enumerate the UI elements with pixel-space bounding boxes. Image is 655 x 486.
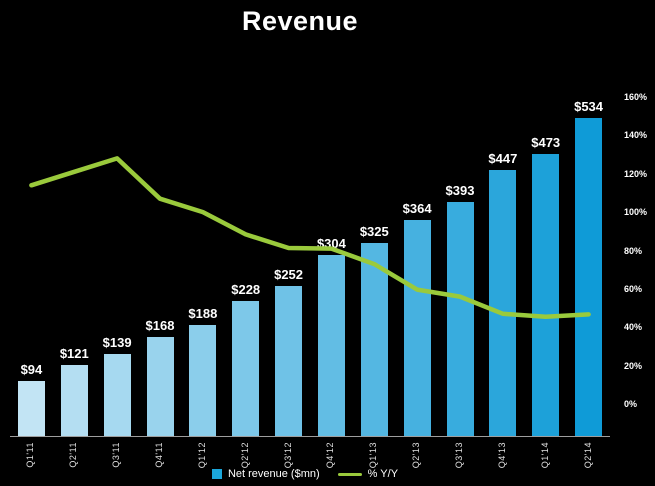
x-axis-label: Q1'11 bbox=[25, 442, 36, 468]
bar bbox=[403, 220, 431, 437]
bar bbox=[103, 354, 131, 437]
bar-value-label: $252 bbox=[274, 267, 304, 282]
page-title: Revenue bbox=[241, 6, 359, 36]
bar-value-label: $188 bbox=[188, 306, 218, 321]
bar bbox=[360, 243, 388, 437]
legend-item-net-revenue: Net revenue ($mn) bbox=[211, 468, 320, 480]
bar-value-label: $304 bbox=[316, 236, 346, 251]
bar bbox=[232, 301, 260, 437]
right-axis-tick-label: 60% bbox=[624, 283, 643, 294]
bar-value-label: $228 bbox=[231, 282, 261, 297]
bar bbox=[532, 154, 560, 437]
plot-area: $94 $121 $139 $168 $188 $228 $252 $304 $325 $364 $… bbox=[10, 62, 610, 437]
x-axis-label: Q2'13 bbox=[411, 442, 422, 469]
x-axis-label: Q4'11 bbox=[154, 442, 164, 468]
x-axis-label: Q3'12 bbox=[282, 442, 293, 469]
legend: Net revenue ($mn) % Y/Y bbox=[0, 468, 610, 480]
bar-value-label: $168 bbox=[145, 318, 175, 333]
right-axis-tick-label: 20% bbox=[624, 360, 643, 371]
x-axis-label: Q4'12 bbox=[325, 442, 336, 469]
right-axis-tick-label: 120% bbox=[624, 168, 648, 179]
x-axis-label: Q2'14 bbox=[582, 442, 593, 469]
x-axis-label: Q3'13 bbox=[454, 442, 464, 469]
right-axis-tick-label: 140% bbox=[624, 130, 648, 141]
bar bbox=[446, 202, 474, 437]
bar bbox=[575, 118, 603, 437]
x-axis-label: Q2'11 bbox=[68, 442, 79, 468]
bar-value-label: $121 bbox=[59, 346, 89, 361]
legend-line-swatch bbox=[337, 472, 362, 476]
bar-value-label: $447 bbox=[488, 151, 518, 166]
right-axis-tick-label: 160% bbox=[624, 92, 648, 102]
right-axis-tick-label: 40% bbox=[624, 322, 643, 333]
right-axis-tick-label: 80% bbox=[624, 245, 643, 256]
x-axis-label: Q1'13 bbox=[368, 442, 379, 469]
x-axis-label: Q4'13 bbox=[496, 442, 507, 469]
bar bbox=[146, 337, 174, 437]
legend-bar-label: Net revenue ($mn) bbox=[227, 468, 320, 480]
legend-line-label: % Y/Y bbox=[367, 468, 399, 480]
bar-value-label: $534 bbox=[574, 99, 604, 114]
bar bbox=[317, 255, 345, 437]
bar bbox=[60, 365, 88, 437]
bar bbox=[275, 286, 303, 437]
bar bbox=[17, 381, 45, 437]
x-axis-label: Q2'12 bbox=[239, 442, 250, 469]
bar-value-label: $473 bbox=[531, 135, 561, 150]
bar-value-label: $325 bbox=[359, 224, 389, 239]
bar bbox=[189, 325, 217, 437]
legend-bar-swatch bbox=[211, 469, 222, 479]
x-axis-line bbox=[10, 436, 610, 437]
x-axis-label: Q3'11 bbox=[111, 442, 122, 468]
bar-value-label: $364 bbox=[402, 201, 432, 216]
bar-value-label: $94 bbox=[20, 362, 43, 377]
bar-value-label: $139 bbox=[102, 335, 132, 350]
legend-item-yoy: % Y/Y bbox=[337, 468, 399, 480]
bar-value-label: $393 bbox=[445, 183, 475, 198]
right-axis-tick-label: 100% bbox=[624, 207, 648, 218]
x-axis-label: Q1'14 bbox=[539, 442, 550, 469]
bar bbox=[489, 170, 517, 437]
x-axis-label: Q1'12 bbox=[196, 442, 207, 469]
right-axis-tick-label: 0% bbox=[624, 399, 638, 409]
